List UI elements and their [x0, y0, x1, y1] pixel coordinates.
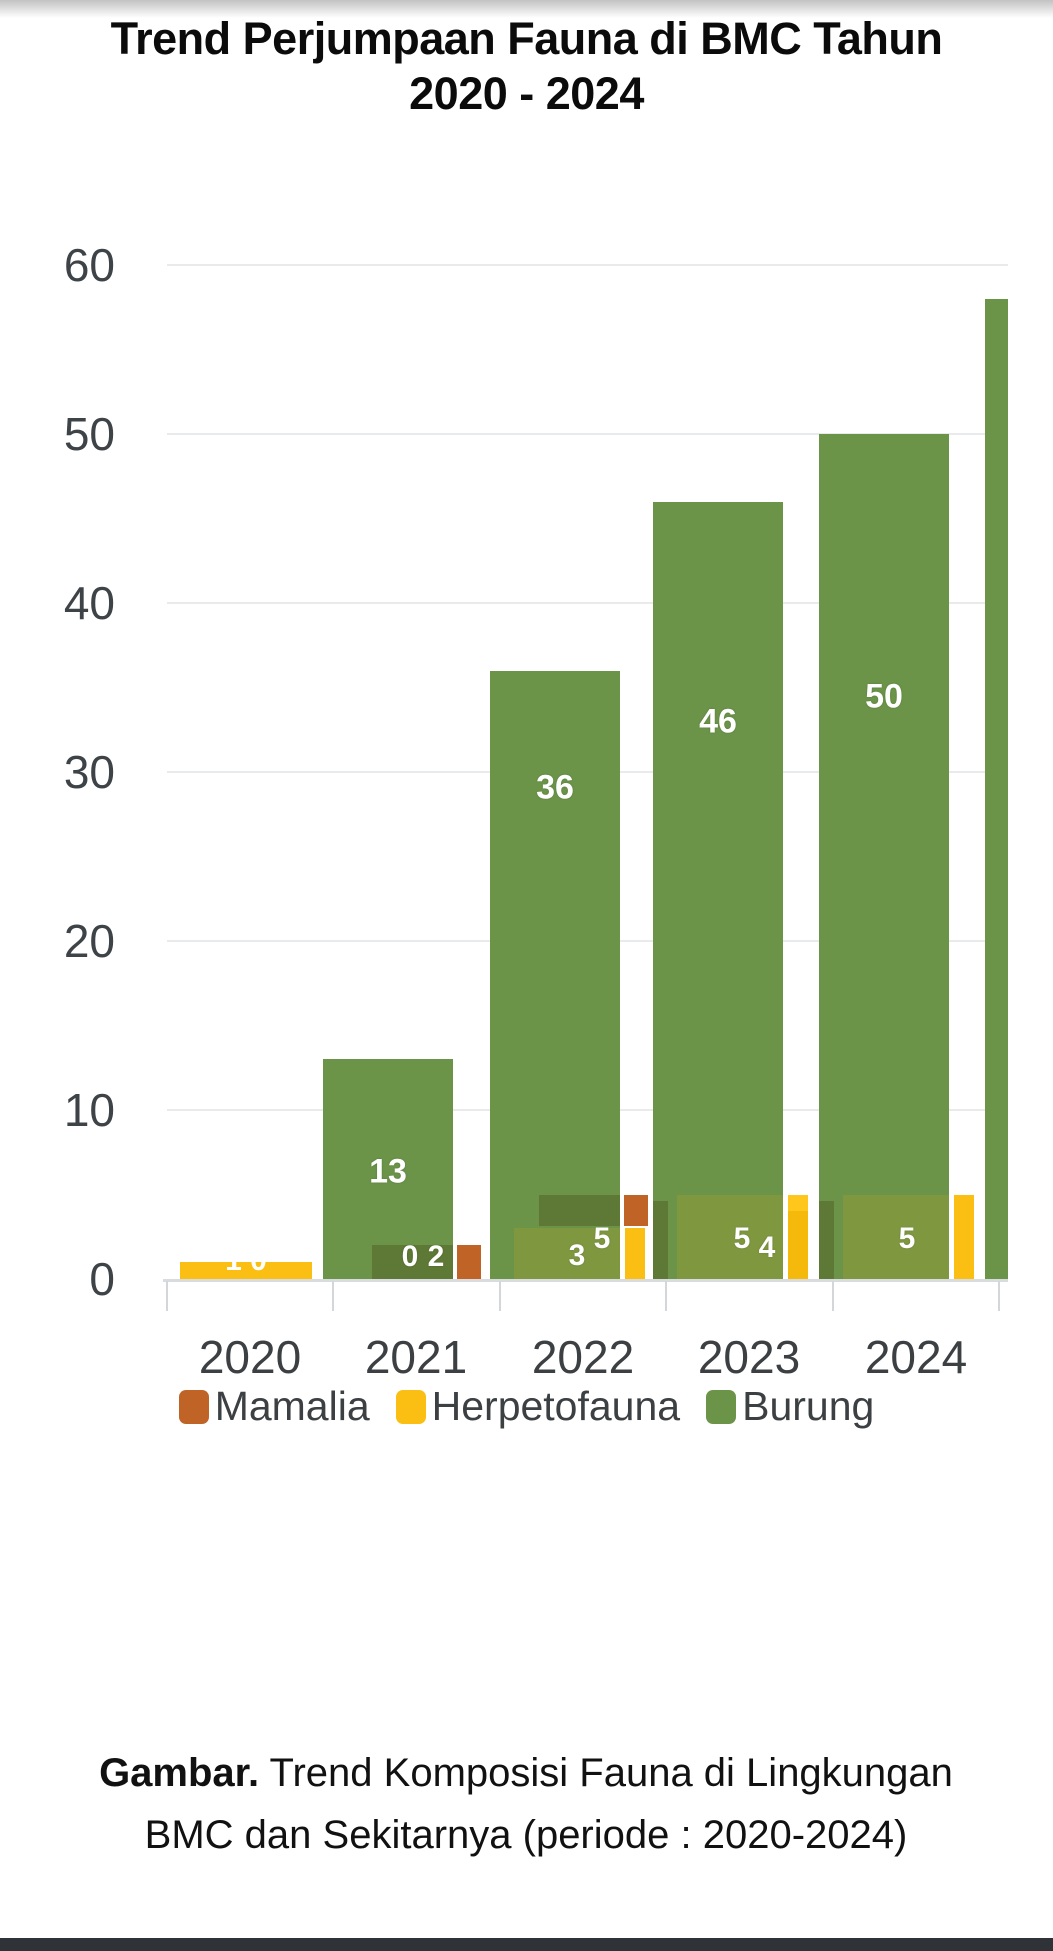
- y-axis-label-20: 20: [63, 915, 115, 967]
- bar-value-label-2023-2: 4: [758, 1231, 776, 1264]
- legend-item-mamalia[interactable]: Mamalia: [178, 1383, 370, 1430]
- bar-burung-2022[interactable]: [490, 670, 620, 1279]
- bar-mamalia-2022[interactable]: [624, 1194, 648, 1227]
- x-axis-tick-1: [332, 1281, 334, 1311]
- bottom-edge-bar: [0, 1938, 1053, 1951]
- overlay-mamalia-on-burung-2023: [653, 1201, 668, 1279]
- bar-value-label-2023-1: 5: [733, 1222, 751, 1255]
- legend-label-mamalia: Mamalia: [214, 1383, 370, 1429]
- legend-swatch-herpetofauna: [395, 1389, 426, 1424]
- top-scroll-shadow: [0, 0, 1053, 18]
- bar-herpetofauna-top-2023[interactable]: [788, 1194, 808, 1212]
- x-axis-tick-3: [665, 1281, 667, 1311]
- y-axis-label-50: 50: [63, 408, 115, 460]
- y-axis-label-30: 30: [63, 746, 115, 798]
- y-axis-label-10: 10: [63, 1084, 115, 1136]
- bar-value-label-2023-0: 46: [699, 702, 737, 741]
- figure-caption: Gambar. Trend Komposisi Fauna di Lingkun…: [86, 1742, 966, 1867]
- bar-value-label-2021-0: 13: [369, 1152, 407, 1191]
- x-axis-label-2020: 2020: [198, 1331, 302, 1383]
- bar-value-label-2022-2: 5: [593, 1222, 611, 1255]
- y-axis-label-40: 40: [63, 577, 115, 629]
- legend-label-burung: Burung: [742, 1383, 875, 1429]
- clipped-value-label-wrap-2020: 1 0: [180, 1262, 312, 1279]
- caption-text: Trend Komposisi Fauna di Lingkungan BMC …: [144, 1751, 953, 1858]
- chart-title-line2: 2020 - 2024: [409, 67, 644, 119]
- bar-herpetofauna-2023[interactable]: [788, 1211, 808, 1279]
- legend-swatch-mamalia: [178, 1389, 209, 1424]
- chart-title: Trend Perjumpaan Fauna di BMC Tahun 2020…: [0, 12, 1053, 122]
- legend-item-herpetofauna[interactable]: Herpetofauna: [395, 1383, 681, 1430]
- x-axis-tick-4: [832, 1281, 834, 1311]
- x-axis-label-2023: 2023: [697, 1331, 801, 1383]
- bar-herpetofauna-2024[interactable]: [954, 1194, 974, 1279]
- legend-swatch-burung: [706, 1389, 737, 1424]
- gridline-y60: [167, 264, 1008, 266]
- caption-prefix: Gambar.: [99, 1751, 260, 1795]
- bar-value-label-2024-1: 5: [898, 1222, 916, 1255]
- bar-value-label-2021-2: 2: [427, 1240, 445, 1273]
- x-axis-label-2022: 2022: [531, 1331, 635, 1383]
- bar-value-label-2024-0: 50: [865, 677, 903, 716]
- bar-value-label-2021-1: 0: [401, 1240, 419, 1273]
- overlay-mamalia-on-burung-2024: [819, 1201, 834, 1279]
- x-axis-tick-0: [166, 1281, 168, 1311]
- bar-burung-2024[interactable]: [819, 434, 949, 1279]
- chart-legend: Mamalia Herpetofauna Burung: [0, 1383, 1053, 1430]
- x-axis-tick-2: [499, 1281, 501, 1311]
- overlay-herpetofauna-on-burung-2024: [843, 1194, 949, 1279]
- legend-label-herpetofauna: Herpetofauna: [431, 1383, 681, 1429]
- overlay-herpetofauna-on-burung-2022: [514, 1228, 620, 1279]
- bar-herpetofauna-2022[interactable]: [625, 1228, 645, 1279]
- x-axis-line: [163, 1279, 1008, 1282]
- bar-mamalia-2021[interactable]: [457, 1245, 481, 1279]
- gridline-y40: [167, 602, 1008, 604]
- y-axis-label-60: 60: [63, 239, 115, 291]
- bar-herpetofauna-2020[interactable]: [180, 1262, 312, 1279]
- chart-title-line1: Trend Perjumpaan Fauna di BMC Tahun: [110, 13, 943, 64]
- overlay-herpetofauna-on-burung-2023: [677, 1194, 783, 1279]
- x-axis-label-2024: 2024: [864, 1331, 968, 1383]
- bar-value-label-2020-0: 1 0: [225, 1262, 267, 1278]
- legend-item-burung[interactable]: Burung: [706, 1383, 874, 1430]
- bar-value-label-2022-0: 36: [536, 768, 574, 807]
- overlay-mamalia-on-burung-2021: [372, 1245, 453, 1279]
- bar-value-label-2022-1: 3: [568, 1239, 586, 1272]
- bar-burung-2021[interactable]: [323, 1059, 453, 1279]
- x-axis-tick-5: [998, 1281, 1000, 1311]
- y-axis-label-0: 0: [89, 1253, 115, 1305]
- bar-burung-partial-clipped[interactable]: [985, 298, 1008, 1279]
- gridline-y50: [167, 433, 1008, 435]
- overlay-mamalia-on-burung-2022: [539, 1194, 620, 1227]
- x-axis-label-2021: 2021: [364, 1331, 468, 1383]
- bar-burung-2023[interactable]: [653, 501, 783, 1279]
